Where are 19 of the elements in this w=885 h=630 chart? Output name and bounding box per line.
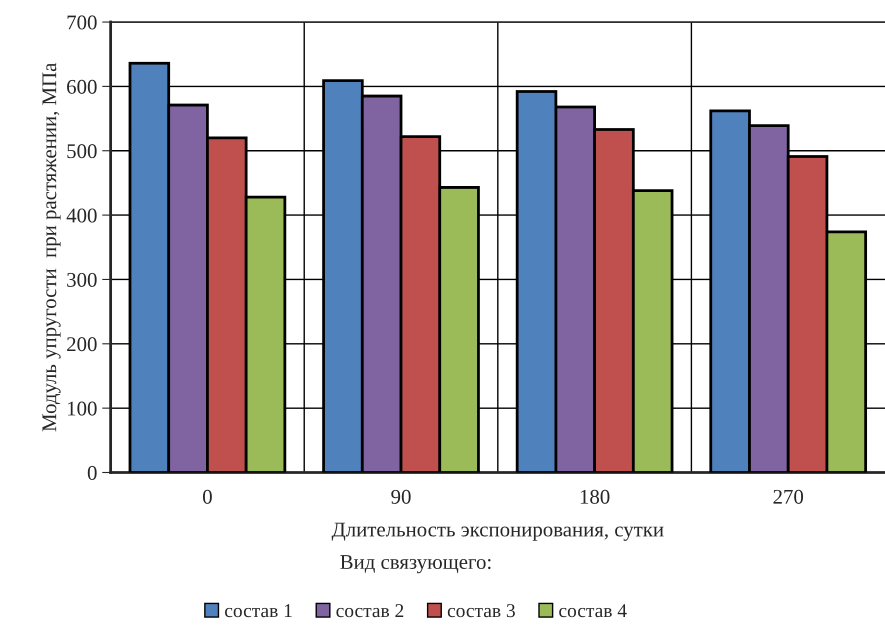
y-axis-title: Модуль упругости при растяжении, МПа <box>42 62 61 432</box>
y-tick-label: 600 <box>67 80 97 94</box>
legend-label: состав 2 <box>336 604 404 618</box>
y-tick-label: 500 <box>67 144 97 158</box>
x-axis-title: Длительность экспонирования, сутки <box>332 522 664 541</box>
x-tick-label: 180 <box>580 490 610 504</box>
y-tick-label: 100 <box>68 402 97 416</box>
y-tick-label: 700 <box>68 15 97 30</box>
legend-title: Вид связующего: <box>340 555 491 574</box>
x-tick-label: 0 <box>203 490 212 504</box>
legend-label: состав 1 <box>225 604 292 618</box>
y-tick-label: 400 <box>66 208 97 223</box>
y-tick-label: 300 <box>67 272 97 287</box>
y-tick-label: 0 <box>88 466 97 480</box>
y-tick-label: 200 <box>67 337 97 352</box>
x-tick-label: 90 <box>391 490 411 504</box>
x-tick-label: 270 <box>773 490 804 504</box>
legend-label: состав 4 <box>559 604 627 618</box>
legend-label: состав 3 <box>448 604 515 618</box>
